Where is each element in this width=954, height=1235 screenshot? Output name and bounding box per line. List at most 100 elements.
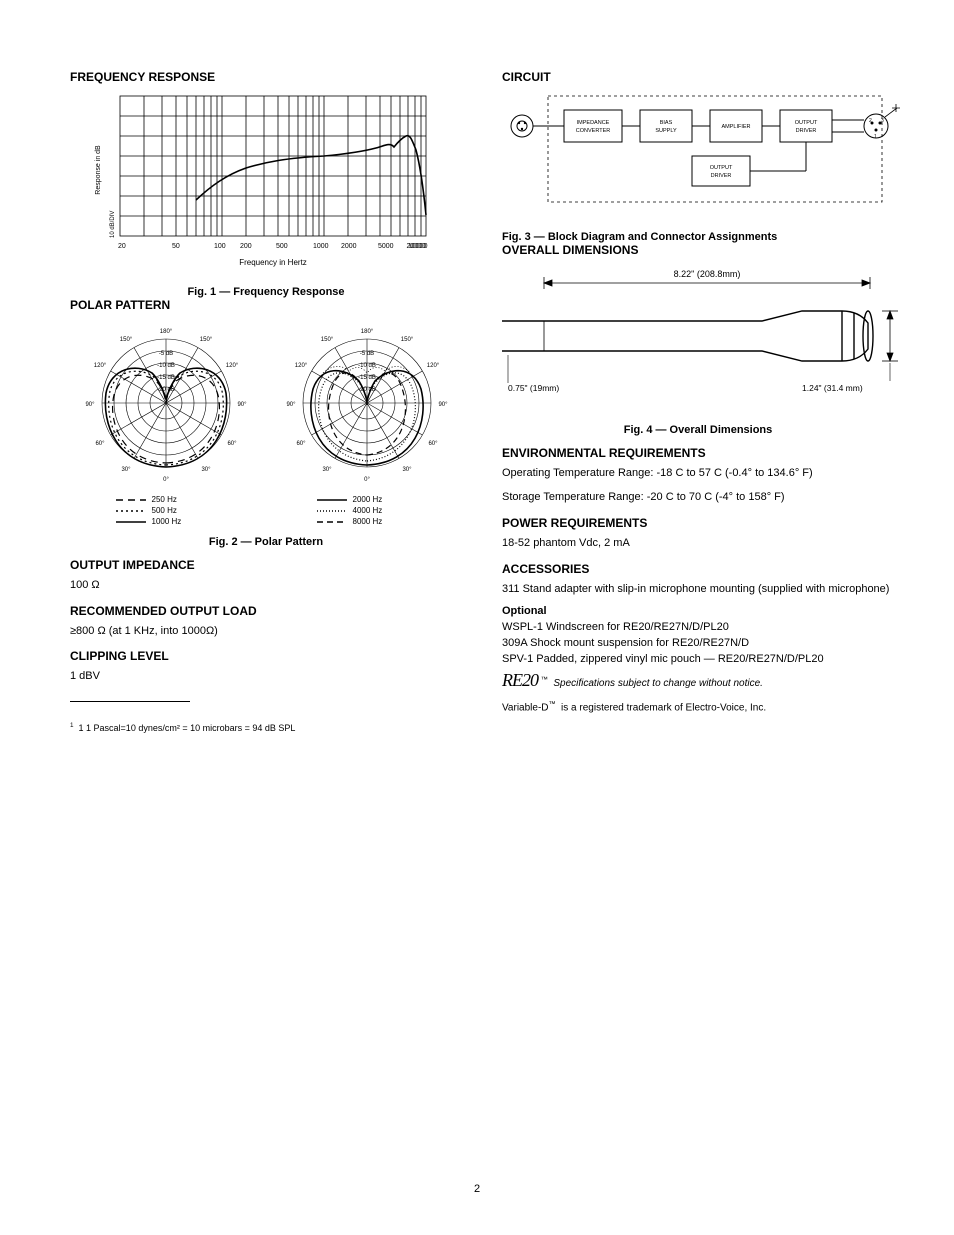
env-heading: ENVIRONMENTAL REQUIREMENTS [502,446,894,460]
polar-left-legend-0: 250 Hz [152,494,177,505]
env-line1-val: -18 C to 57 C (-0.4° to 134.6° F) [657,467,813,479]
svg-text:AMPLIFIER: AMPLIFIER [721,124,750,130]
svg-text:0°: 0° [364,477,370,483]
dim-diam-1: 0.75" (19mm) [508,383,559,393]
svg-text:1000: 1000 [313,243,329,250]
two-column-layout: FREQUENCY RESPONSE [70,70,894,735]
svg-text:Response in dB: Response in dB [95,145,102,195]
svg-text:2000: 2000 [341,243,357,250]
polar-right-legend-0: 2000 Hz [353,494,383,505]
clipping-value: 1 dBV [70,669,462,685]
polar-caption: Fig. 2 — Polar Pattern [70,536,462,548]
trademark-note: Variable-D™ is a registered trademark of… [502,700,894,715]
dims-caption: Fig. 4 — Overall Dimensions [502,424,894,436]
env-line2: Storage Temperature Range: -20 C to 70 C… [502,490,894,506]
circuit-caption: Fig. 3 — Block Diagram and Connector Ass… [502,231,894,243]
svg-text:10 dB/DIV: 10 dB/DIV [110,211,116,238]
svg-text:100: 100 [214,243,226,250]
svg-text:60°: 60° [428,441,438,447]
polar-left-legend-2: 1000 Hz [152,516,182,527]
circuit-figure: IMPEDANCECONVERTER BIASSUPPLY AMPLIFIER … [502,90,894,243]
dims-figure: 8.22" (208.8mm) [502,263,894,436]
svg-text:200: 200 [240,243,252,250]
svg-text:90°: 90° [85,402,95,408]
svg-text:IMPEDANCE: IMPEDANCE [577,120,610,126]
acc-optional-heading: Optional [502,604,894,620]
svg-text:60°: 60° [95,441,105,447]
svg-text:DRIVER: DRIVER [711,173,732,179]
svg-text:DRIVER: DRIVER [796,128,817,134]
svg-text:2: 2 [869,118,872,124]
svg-text:20: 20 [118,243,126,250]
svg-text:20000: 20000 [407,243,427,250]
polar-right: 180° 150° 150° 120° 120° 90° 90° 60° 60°… [282,318,452,528]
polar-figure: 180° 150° 150° 120° 120° 90° 90° 60° 60°… [70,318,462,528]
acc-heading: ACCESSORIES [502,562,894,576]
footnote-rule [70,701,190,702]
impedance-value: 100 Ω [70,578,462,594]
svg-text:OUTPUT: OUTPUT [710,165,733,171]
svg-text:120°: 120° [294,363,307,369]
acc-line-0: WSPL-1 Windscreen for RE20/RE27N/D/PL20 [502,620,894,636]
polar-left-legend-1: 500 Hz [152,505,177,516]
rol-heading: RECOMMENDED OUTPUT LOAD [70,604,462,618]
polar-right-legend-2: 8000 Hz [353,516,383,527]
svg-text:90°: 90° [286,402,296,408]
svg-text:120°: 120° [93,363,106,369]
dim-length: 8.22" (208.8mm) [674,269,741,279]
svg-text:-5 dB: -5 dB [158,351,172,357]
freq-response-caption: Fig. 1 — Frequency Response [70,286,462,298]
svg-text:OUTPUT: OUTPUT [795,120,818,126]
svg-text:-10 dB: -10 dB [358,363,376,369]
acc-line-2: SPV-1 Padded, zippered vinyl mic pouch —… [502,652,894,668]
svg-text:0°: 0° [163,477,169,483]
freq-response-heading: FREQUENCY RESPONSE [70,70,462,84]
svg-text:3: 3 [881,118,884,124]
svg-text:180°: 180° [159,329,172,335]
svg-text:-15 dB: -15 dB [358,375,376,381]
env-line1: Operating Temperature Range: -18 C to 57… [502,466,894,482]
svg-text:30°: 30° [201,467,211,473]
svg-text:90°: 90° [438,402,448,408]
svg-text:30°: 30° [402,467,412,473]
right-column: CIRCUIT [502,70,894,735]
svg-text:BIAS: BIAS [660,120,673,126]
env-line1-label: Operating Temperature Range: [502,467,653,479]
polar-chart-left: 180° 150° 150° 120° 120° 90° 90° 60° 60°… [81,318,251,488]
polar-left: 180° 150° 150° 120° 120° 90° 90° 60° 60°… [81,318,251,528]
svg-text:500: 500 [276,243,288,250]
impedance-heading: OUTPUT IMPEDANCE [70,558,462,572]
power-body: 18-52 phantom Vdc, 2 mA [502,536,894,552]
power-heading: POWER REQUIREMENTS [502,516,894,530]
svg-text:150°: 150° [199,337,212,343]
svg-text:5000: 5000 [378,243,394,250]
env-line2-val: -20 C to 70 C (-4° to 158° F) [647,491,785,503]
circuit-heading: CIRCUIT [502,70,894,84]
svg-text:150°: 150° [400,337,413,343]
svg-text:CONVERTER: CONVERTER [576,128,610,134]
dims-heading: OVERALL DIMENSIONS [502,243,894,257]
acc-line-1: 309A Shock mount suspension for RE20/RE2… [502,636,894,652]
dim-diam-2: 1.24" (31.4 mm) [802,383,863,393]
svg-text:90°: 90° [237,402,247,408]
svg-text:180°: 180° [360,329,373,335]
mic-outline: 8.22" (208.8mm) [502,263,902,413]
svg-text:Frequency in Hertz: Frequency in Hertz [239,258,307,267]
svg-text:1: 1 [874,134,877,140]
spec-note: RE20 ™ Specifications subject to change … [502,668,894,692]
svg-text:30°: 30° [121,467,131,473]
spec-note-text: Specifications subject to change without… [553,678,763,689]
polar-chart-right: 180° 150° 150° 120° 120° 90° 90° 60° 60°… [282,318,452,488]
svg-text:-15 dB: -15 dB [157,375,175,381]
svg-text:150°: 150° [119,337,132,343]
block-diagram: IMPEDANCECONVERTER BIASSUPPLY AMPLIFIER … [502,90,902,220]
svg-text:30°: 30° [322,467,332,473]
freq-response-figure: 20 50 100 200 500 1000 2000 5000 10000 2… [70,90,462,298]
page-number: 2 [474,1183,480,1195]
polar-heading: POLAR PATTERN [70,298,462,312]
svg-text:50: 50 [172,243,180,250]
svg-text:-5 dB: -5 dB [359,351,373,357]
stylized-model: RE20 [502,670,538,690]
footnote-text: 1 1 Pascal=10 dynes/cm² = 10 microbars =… [79,723,296,733]
env-line2-label: Storage Temperature Range: [502,491,644,503]
